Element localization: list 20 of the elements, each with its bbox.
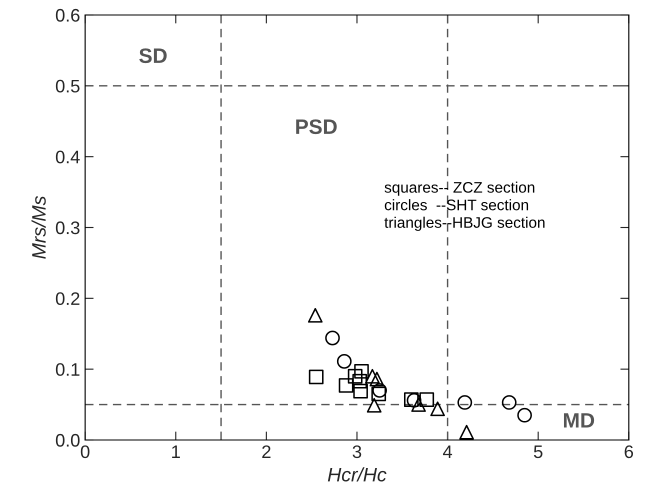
annotation: squares-- ZCZ section circles --SHT section triangles--HBJG section <box>384 182 544 231</box>
x-tick-label: 6 <box>624 445 634 458</box>
x-axis-title: Hcr/Hc <box>328 467 386 482</box>
y-tick-label: 0.0 <box>56 434 80 447</box>
x-tick-label: 3 <box>352 445 362 458</box>
y-tick-label: 0.5 <box>56 80 80 93</box>
x-tick-label: 1 <box>172 446 180 458</box>
y-axis-title: Mrs/Ms <box>32 196 46 259</box>
x-tick-label: 2 <box>262 445 270 458</box>
annotation: PSD <box>296 119 337 134</box>
annotation: SD <box>139 48 167 64</box>
annotation: MD <box>564 413 594 428</box>
y-tick-label: 0.6 <box>56 8 80 22</box>
y-tick-label: 0.3 <box>56 221 80 234</box>
x-tick-label: 4 <box>442 446 452 458</box>
y-tick-label: 0.1 <box>56 363 80 376</box>
y-tick-label: 0.4 <box>56 150 80 164</box>
x-tick-label: 0 <box>80 445 90 458</box>
x-tick-label: 5 <box>534 446 542 458</box>
y-tick-label: 0.2 <box>56 292 80 306</box>
